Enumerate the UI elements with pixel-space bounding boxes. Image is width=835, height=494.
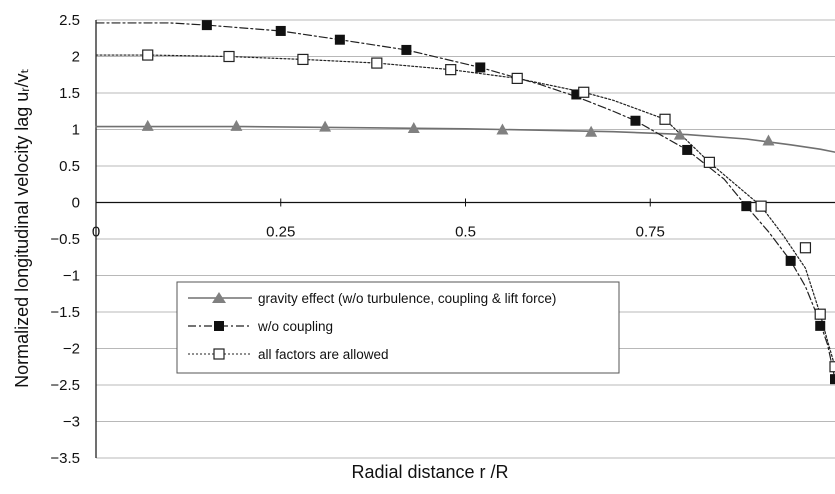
y-tick-label: −1.5	[50, 304, 80, 321]
legend-box	[176, 281, 620, 374]
data-point-all-factors-are-allowed	[703, 156, 715, 168]
data-point-w-o-coupling	[475, 62, 486, 73]
y-tick-label: −1	[63, 268, 80, 285]
data-point-w-o-coupling	[815, 320, 826, 331]
y-tick-label: −3.5	[50, 450, 80, 467]
data-point-all-factors-are-allowed	[297, 53, 309, 66]
legend-marker-gravity-effect	[212, 292, 226, 303]
data-point-gravity-effect-w-o-turbulence-coupling-lift-force	[673, 128, 686, 140]
data-point-w-o-coupling	[785, 255, 796, 266]
data-point-w-o-coupling	[571, 89, 582, 100]
data-point-all-factors-are-allowed	[755, 200, 767, 212]
data-point-all-factors-are-allowed	[829, 361, 835, 373]
y-tick-label: −0.5	[50, 231, 80, 248]
data-point-gravity-effect-w-o-turbulence-coupling-lift-force	[762, 134, 775, 146]
data-point-gravity-effect-w-o-turbulence-coupling-lift-force	[585, 125, 598, 137]
legend-item-gravity-effect: gravity effect (w/o turbulence, coupling…	[188, 291, 556, 306]
series-line-w-o-coupling	[95, 22, 835, 383]
data-point-all-factors-are-allowed	[578, 86, 590, 98]
data-point-gravity-effect-w-o-turbulence-coupling-lift-force	[141, 119, 154, 131]
y-tick-label: 0	[72, 195, 80, 212]
y-tick-label: −2	[63, 341, 80, 358]
data-point-all-factors-are-allowed	[445, 64, 457, 76]
x-tick-label: 0.75	[636, 224, 665, 241]
x-tick-label: 0.5	[455, 224, 476, 241]
y-tick-label: −2.5	[50, 377, 80, 394]
series-line-all-factors-are-allowed	[95, 54, 835, 371]
data-point-all-factors-are-allowed	[511, 72, 523, 85]
y-axis-title: Normalized longitudinal velocity lag uᵣ/…	[12, 68, 32, 388]
series-line-gravity-effect-w-o-turbulence-coupling-lift-force	[95, 125, 835, 153]
data-point-all-factors-are-allowed	[659, 113, 671, 125]
y-tick-label: 1.5	[59, 85, 80, 102]
data-point-w-o-coupling	[334, 34, 345, 45]
legend-label-all-factors: all factors are allowed	[258, 347, 389, 362]
data-point-all-factors-are-allowed	[814, 308, 826, 320]
data-point-all-factors-are-allowed	[371, 57, 383, 69]
x-tick-label: 0.25	[266, 224, 295, 241]
legend-item-all-factors: all factors are allowed	[188, 347, 389, 362]
data-point-w-o-coupling	[741, 201, 752, 212]
y-tick-label: 0.5	[59, 158, 80, 175]
legend-item-wo-coupling: w/o coupling	[188, 319, 333, 334]
legend-marker-wo-coupling	[214, 321, 224, 331]
data-point-w-o-coupling	[201, 20, 212, 31]
legend-marker-all-factors	[213, 348, 225, 360]
x-tick-label: 0	[92, 224, 100, 241]
y-tick-label: −3	[63, 414, 80, 431]
data-point-gravity-effect-w-o-turbulence-coupling-lift-force	[319, 120, 332, 132]
data-point-w-o-coupling	[630, 115, 641, 126]
data-point-all-factors-are-allowed	[142, 49, 154, 61]
legend-label-gravity-effect: gravity effect (w/o turbulence, coupling…	[258, 291, 556, 306]
data-point-gravity-effect-w-o-turbulence-coupling-lift-force	[496, 123, 509, 135]
data-point-all-factors-are-allowed	[223, 50, 235, 63]
data-point-w-o-coupling	[275, 25, 286, 36]
data-point-gravity-effect-w-o-turbulence-coupling-lift-force	[407, 122, 420, 134]
legend: gravity effect (w/o turbulence, coupling…	[176, 281, 620, 374]
tick-layer: 2.5 2 1.5 1 0.5 0 −0.5 −1 −1.5 −2 −2.5 −3 −3.5 0 0.25 0…	[50, 12, 664, 467]
x-axis-title: Radial distance r /R	[351, 462, 508, 482]
data-point-gravity-effect-w-o-turbulence-coupling-lift-force	[230, 119, 243, 131]
data-point-all-factors-are-allowed	[799, 242, 812, 254]
data-point-w-o-coupling	[830, 374, 835, 385]
data-point-w-o-coupling	[682, 144, 693, 155]
legend-label-wo-coupling: w/o coupling	[257, 319, 333, 334]
y-tick-label: 2	[72, 49, 80, 66]
marker-layer	[141, 20, 835, 385]
y-tick-label: 1	[72, 122, 80, 139]
data-point-w-o-coupling	[401, 44, 412, 55]
y-tick-label: 2.5	[59, 12, 80, 29]
